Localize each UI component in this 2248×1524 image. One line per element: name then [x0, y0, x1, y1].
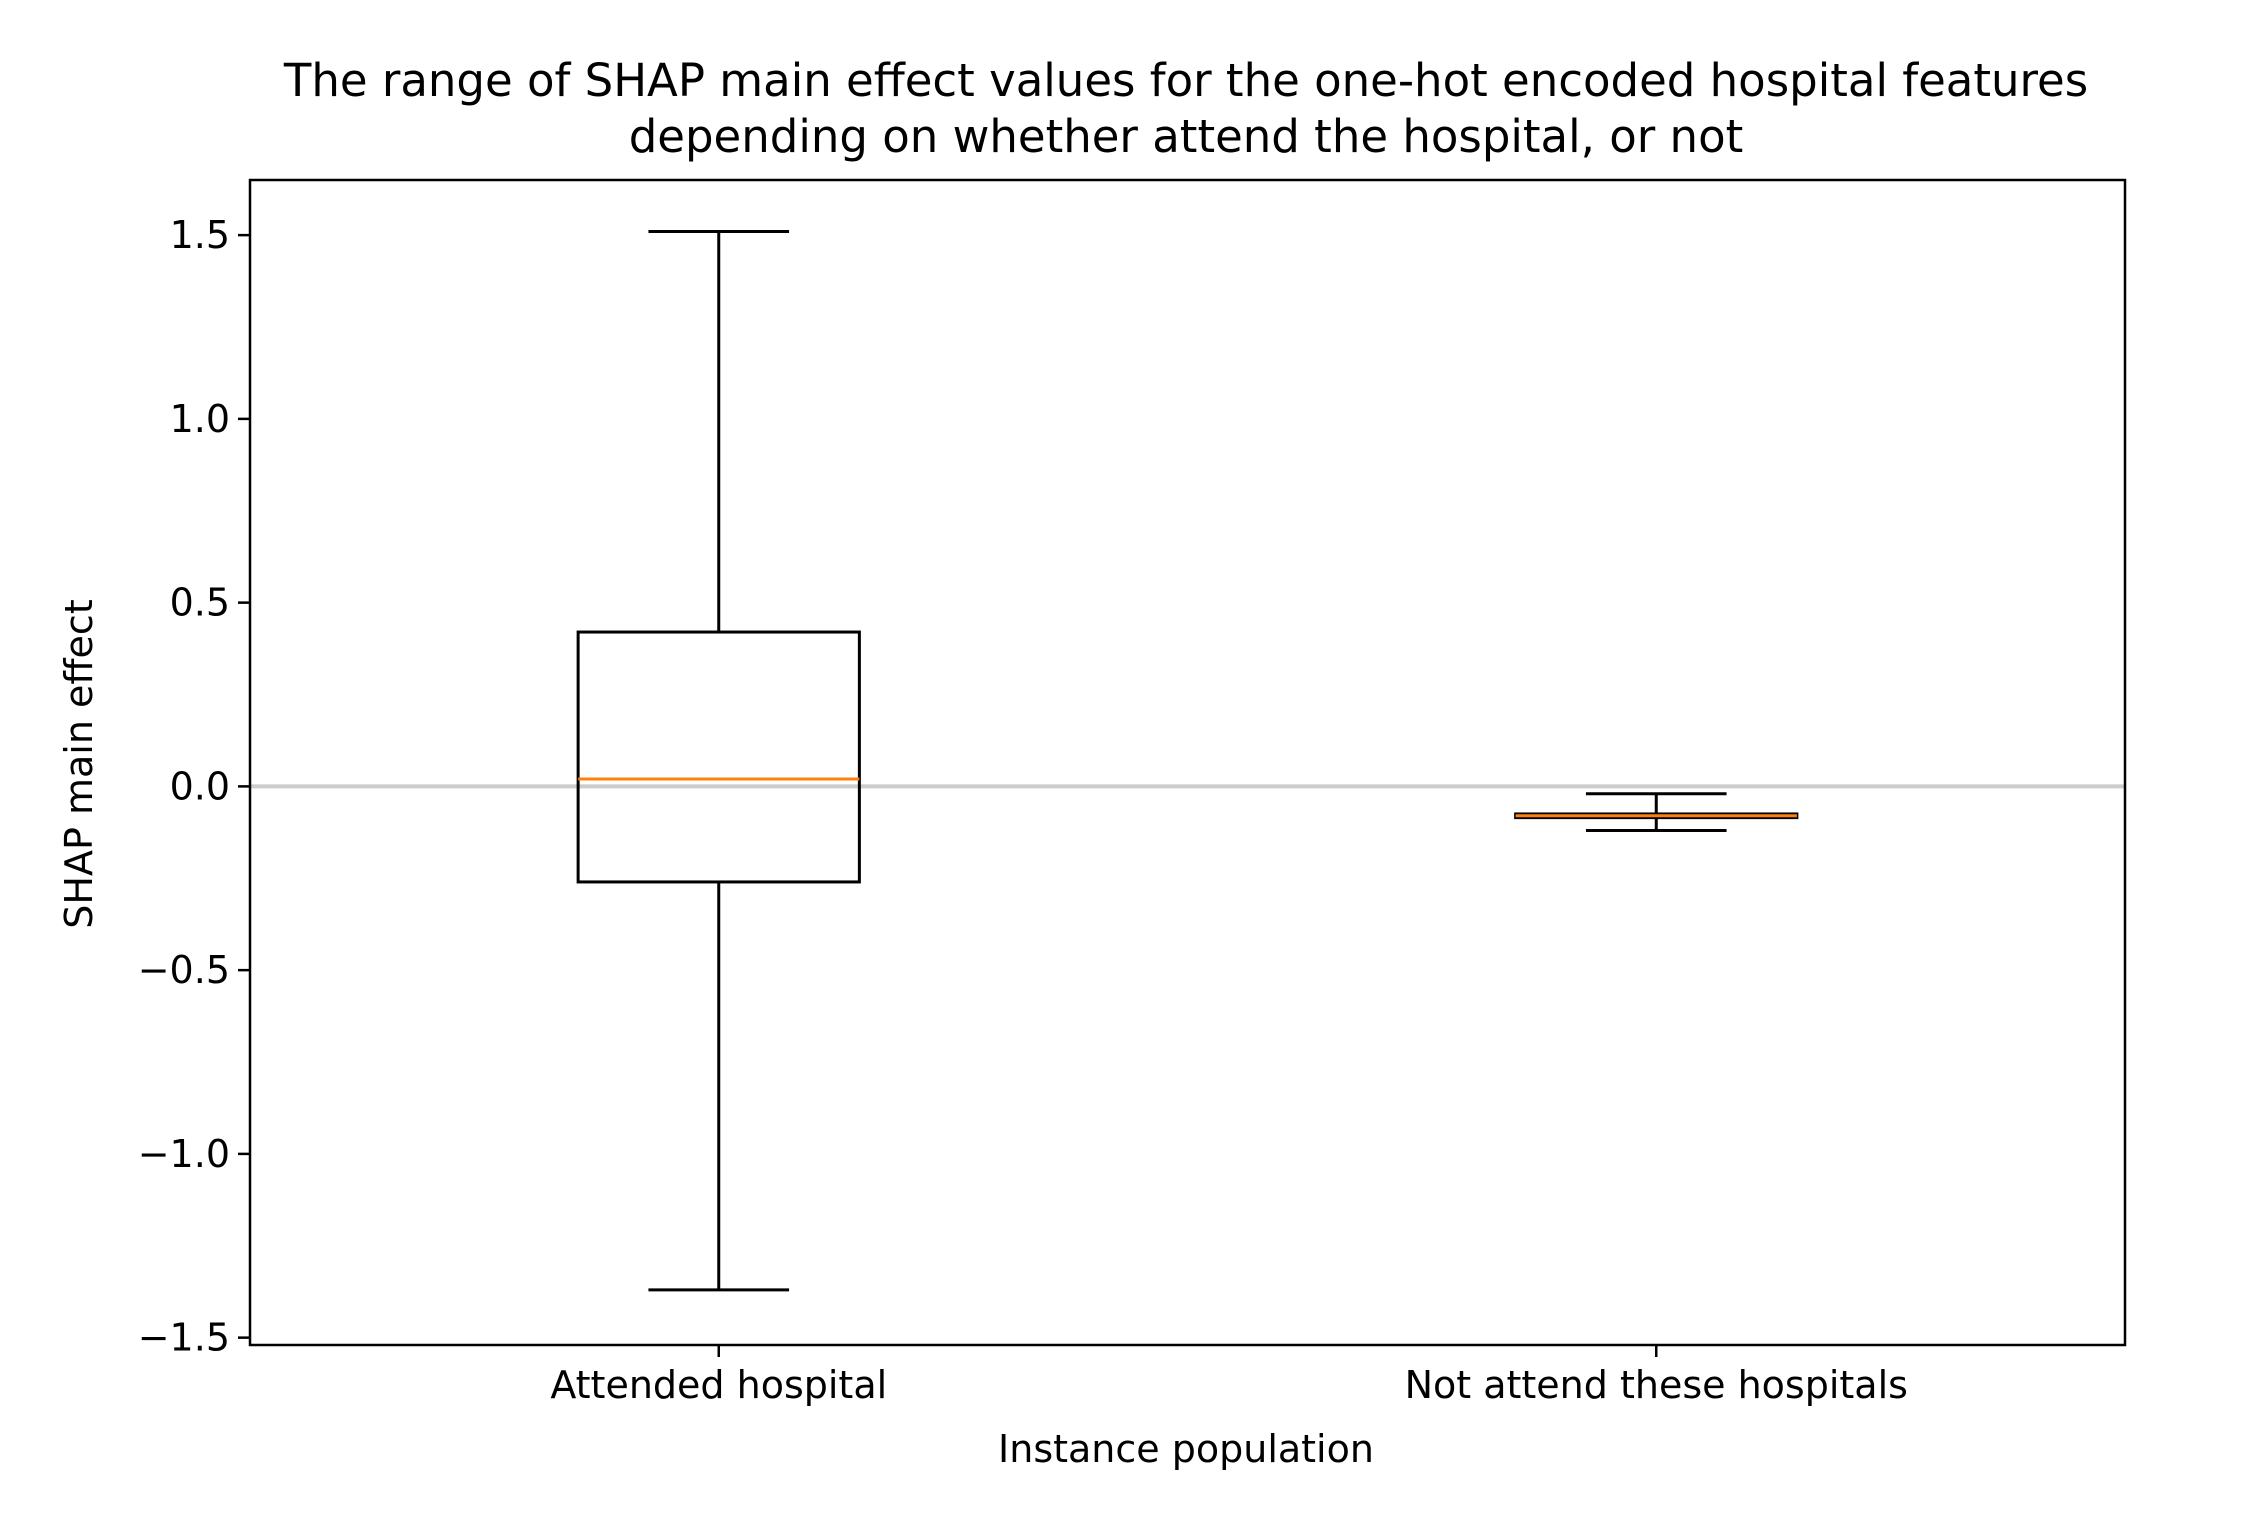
plot-area: 1.5 1.0 0.5 0.0 −0.5 −1.0 −1.5 Attended hospita…: [138, 178, 2127, 1407]
y-tick-label: 1.5: [170, 213, 230, 257]
chart-title-line-1: The range of SHAP main effect values for…: [283, 54, 2088, 107]
y-tick-label: −0.5: [138, 948, 230, 992]
y-tick-label: 1.0: [170, 397, 230, 441]
x-axis-label: Instance population: [998, 1427, 1374, 1471]
box-1: [576, 229, 861, 1292]
y-axis-label: SHAP main effect: [57, 599, 101, 928]
y-tick-label: −1.5: [138, 1316, 230, 1360]
box-2: [1514, 792, 1799, 832]
axes-frame: [248, 178, 2127, 1347]
y-tick-label: −1.0: [138, 1132, 230, 1176]
x-tick-label: Attended hospital: [550, 1363, 887, 1407]
iqr-box: [576, 630, 861, 884]
chart-title-line-2: depending on whether attend the hospital…: [629, 110, 1744, 163]
y-tick-label: 0.5: [170, 581, 230, 625]
y-tick-label: 0.0: [170, 764, 230, 808]
x-tick-label: Not attend these hospitals: [1405, 1363, 1908, 1407]
